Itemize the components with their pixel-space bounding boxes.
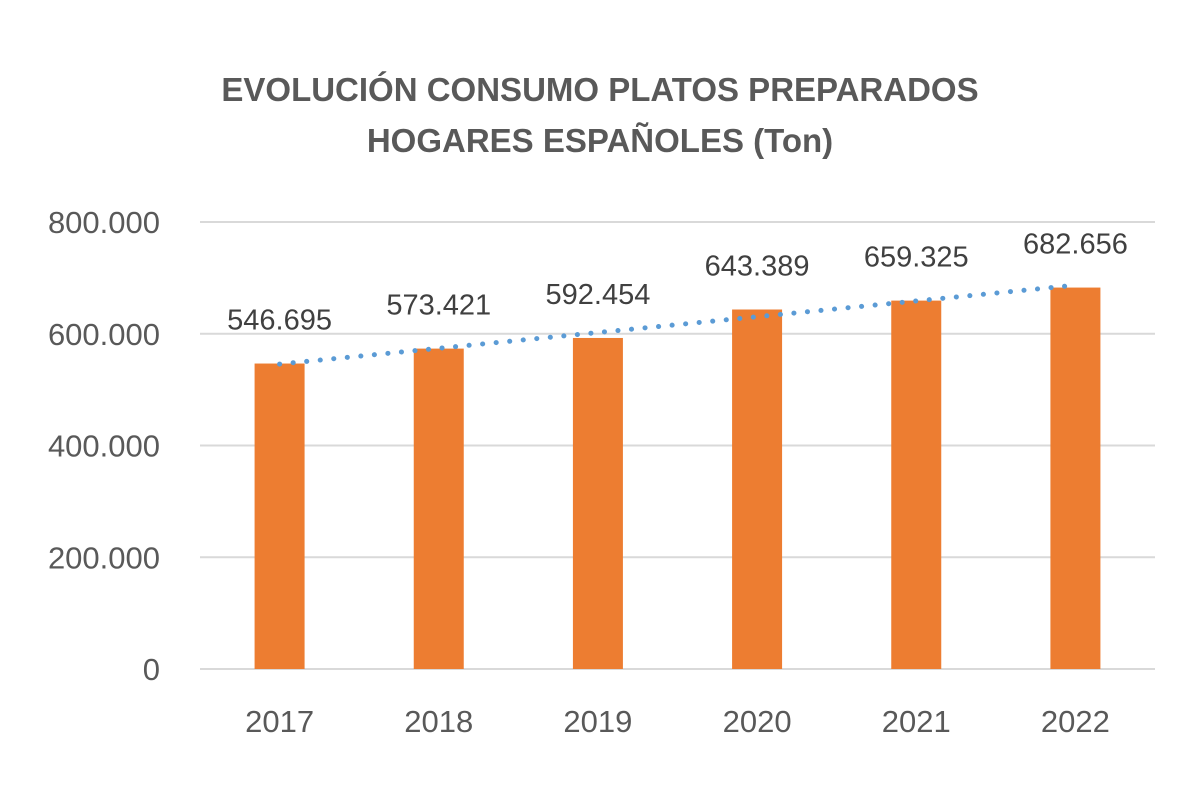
- x-tick-label: 2021: [882, 704, 951, 739]
- bar-2021: [891, 300, 942, 669]
- chart-title-line-1: EVOLUCIÓN CONSUMO PLATOS PREPARADOS: [221, 71, 978, 108]
- x-axis: 2017 2018 2019 2020 2021 2022: [245, 704, 1110, 739]
- y-axis: 0 200.000 400.000 600.000 800.000: [48, 205, 160, 687]
- data-label: 682.656: [1023, 229, 1128, 261]
- y-tick-label: 800.000: [48, 205, 160, 240]
- x-tick-label: 2022: [1041, 704, 1110, 739]
- x-tick-label: 2017: [245, 704, 314, 739]
- bars: [254, 287, 1101, 669]
- data-label: 546.695: [227, 305, 332, 337]
- data-label: 592.454: [546, 279, 651, 311]
- data-label: 643.389: [705, 251, 810, 283]
- data-label: 659.325: [864, 242, 969, 274]
- y-tick-label: 400.000: [48, 429, 160, 464]
- trendline: [277, 282, 1078, 367]
- bar-2018: [413, 348, 464, 669]
- y-tick-label: 200.000: [48, 540, 160, 575]
- y-tick-label: 0: [143, 652, 160, 687]
- x-tick-label: 2018: [404, 704, 473, 739]
- trendline-line: [277, 282, 1078, 367]
- x-tick-label: 2020: [723, 704, 792, 739]
- bar-2020: [732, 309, 783, 669]
- data-label: 573.421: [386, 290, 491, 322]
- chart-title-line-2: HOGARES ESPAÑOLES (Ton): [367, 122, 833, 159]
- y-tick-label: 600.000: [48, 317, 160, 352]
- bar-2022: [1050, 287, 1101, 669]
- bar-2017: [254, 363, 305, 669]
- x-tick-label: 2019: [563, 704, 632, 739]
- bar-2019: [572, 337, 623, 669]
- data-labels: 546.695 573.421 592.454 643.389 659.325 682.6…: [227, 229, 1128, 337]
- gridlines: [200, 221, 1155, 670]
